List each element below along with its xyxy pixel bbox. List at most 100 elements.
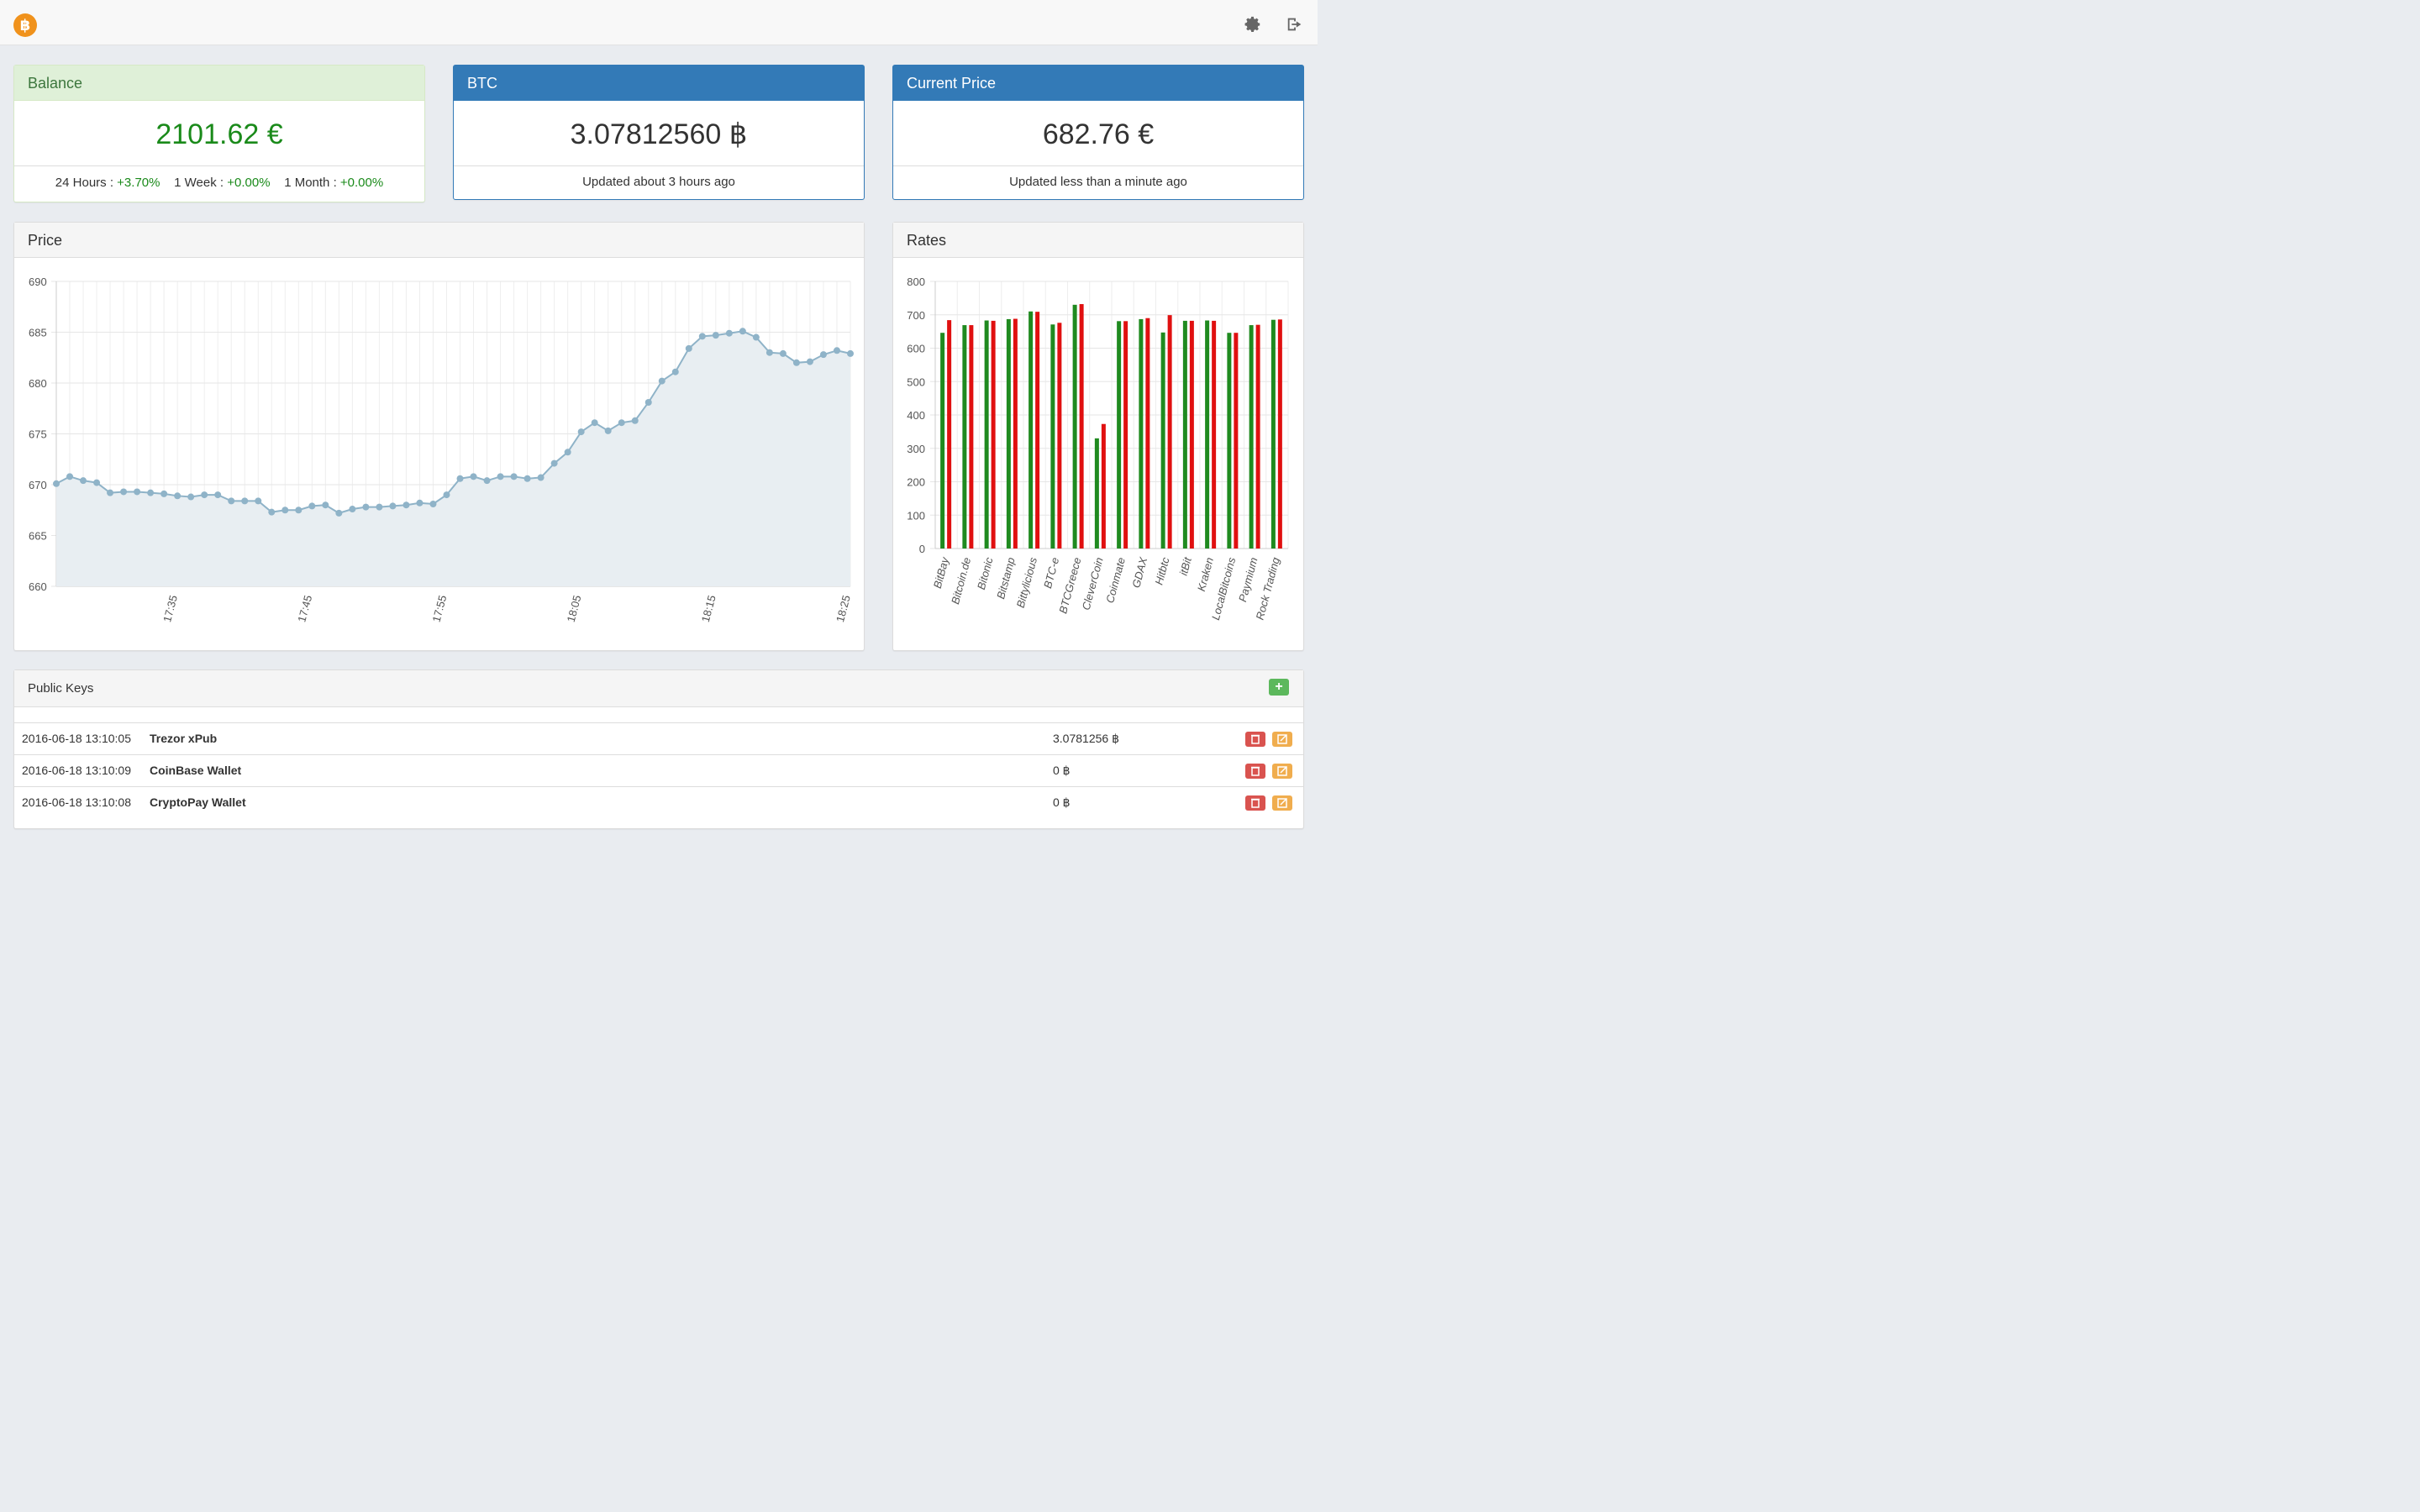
price-point — [564, 449, 571, 456]
btc-updated: Updated about 3 hours ago — [582, 175, 735, 189]
table-row: 2016-06-18 13:10:09 CoinBase Wallet 0 ฿ — [14, 754, 1303, 786]
rate-bar — [1072, 304, 1077, 549]
y-tick-label: 700 — [907, 309, 925, 322]
rate-bar — [1189, 320, 1194, 549]
price-point — [577, 428, 585, 436]
price-chart: 660 665 670 675 680 685 690 17:35 17:45 17:55 18:0… — [29, 276, 854, 623]
price-panel: Price 660 665 670 675 680 685 690 17:35 17:45 17:… — [13, 222, 865, 651]
y-tick-label: 800 — [907, 276, 925, 288]
price-point — [847, 349, 854, 357]
price-point — [604, 427, 612, 434]
key-balance: 0 ฿ — [1053, 795, 1071, 809]
rate-bar — [1234, 333, 1239, 549]
rate-bar — [1117, 321, 1122, 549]
btc-title: BTC — [454, 66, 864, 101]
rate-bar — [1182, 320, 1187, 549]
rate-bar — [1227, 333, 1232, 549]
price-point — [228, 497, 235, 505]
x-tick-label: GDAX — [1129, 555, 1150, 590]
dashboard: ฿ Balance 2101.62 € 24 Hours : +3.70% 1 … — [0, 0, 1318, 829]
rate-bar — [1255, 324, 1260, 549]
rate-bar — [1167, 315, 1172, 549]
price-point — [376, 503, 383, 511]
y-tick-label: 500 — [907, 375, 925, 388]
balance-value: 2101.62 € — [14, 101, 424, 166]
logout-icon[interactable] — [1286, 15, 1304, 34]
w1-label: 1 Week : — [174, 176, 228, 190]
rates-title: Rates — [893, 223, 1303, 258]
rate-bar — [1057, 323, 1062, 549]
price-point — [806, 358, 813, 365]
price-point — [322, 501, 329, 509]
price-point — [295, 507, 302, 514]
price-point — [752, 333, 760, 341]
h24-value: +3.70% — [117, 176, 160, 190]
price-point — [833, 347, 840, 354]
price-point — [443, 491, 450, 499]
price-point — [416, 499, 424, 507]
gear-icon[interactable] — [1244, 15, 1262, 34]
x-tick-label: Bitstamp — [994, 556, 1018, 601]
rate-bar — [1205, 320, 1210, 549]
bitcoin-logo-icon[interactable]: ฿ — [13, 13, 37, 37]
rates-chart: 0 100 200 300 400 500 600 700 800 BitBayBitcoin.d… — [907, 276, 1289, 622]
btc-value: 3.07812560 ฿ — [454, 101, 864, 166]
key-name: Trezor xPub — [150, 732, 218, 745]
price-point — [429, 500, 437, 507]
key-date: 2016-06-18 13:10:08 — [22, 795, 131, 809]
price-point — [631, 417, 639, 424]
price-point — [671, 368, 679, 375]
rate-bar — [1145, 318, 1150, 549]
y-tick-label: 300 — [907, 443, 925, 455]
rate-bar — [1123, 321, 1128, 549]
edit-key-button[interactable] — [1272, 764, 1292, 779]
price-point — [134, 488, 141, 496]
price-point — [819, 351, 827, 359]
edit-key-button[interactable] — [1272, 795, 1292, 811]
y-tick-label: 0 — [919, 543, 925, 555]
rate-bar — [1079, 304, 1084, 549]
price-point — [120, 488, 128, 496]
x-tick-label: 17:45 — [295, 594, 314, 623]
x-tick-label: BTC-e — [1041, 556, 1061, 590]
delete-key-button[interactable] — [1245, 795, 1265, 811]
rate-bar — [1212, 320, 1217, 549]
balance-changes: 24 Hours : +3.70% 1 Week : +0.00% 1 Mont… — [14, 166, 424, 200]
trash-icon — [1251, 766, 1260, 776]
price-point — [160, 490, 168, 497]
x-tick-label: Bittylicious — [1014, 555, 1040, 609]
key-date: 2016-06-18 13:10:05 — [22, 732, 131, 745]
y-tick-label: 400 — [907, 409, 925, 422]
rate-bar — [940, 333, 945, 549]
x-tick-label: Coinmate — [1103, 556, 1128, 605]
delete-key-button[interactable] — [1245, 732, 1265, 747]
h24-label: 24 Hours : — [55, 176, 118, 190]
price-point — [268, 508, 276, 516]
m1-value: +0.00% — [339, 176, 384, 190]
y-tick-label: 680 — [29, 377, 47, 390]
trash-icon — [1251, 734, 1260, 744]
trash-icon — [1251, 798, 1260, 808]
rate-bar — [969, 325, 974, 549]
price-point — [335, 509, 343, 517]
key-balance: 0 ฿ — [1053, 764, 1071, 777]
price-point — [308, 502, 316, 510]
x-tick-label: Kraken — [1195, 556, 1216, 593]
price-point — [510, 473, 518, 480]
price-title: Price — [14, 223, 864, 258]
key-date: 2016-06-18 13:10:09 — [22, 764, 131, 777]
rate-bar — [947, 320, 952, 549]
rate-bar — [962, 325, 967, 549]
keys-table: 2016-06-18 13:10:05 Trezor xPub 3.0781256 … — [14, 722, 1303, 818]
price-point — [456, 475, 464, 482]
price-point — [712, 332, 719, 339]
key-name: CryptoPay Wallet — [150, 795, 246, 809]
edit-key-button[interactable] — [1272, 732, 1292, 747]
add-key-button[interactable]: + — [1269, 679, 1289, 696]
delete-key-button[interactable] — [1245, 764, 1265, 779]
price-point — [698, 333, 706, 340]
price-point — [281, 507, 289, 514]
price-point — [765, 349, 773, 356]
y-tick-label: 675 — [29, 428, 47, 441]
price-point — [483, 477, 491, 485]
